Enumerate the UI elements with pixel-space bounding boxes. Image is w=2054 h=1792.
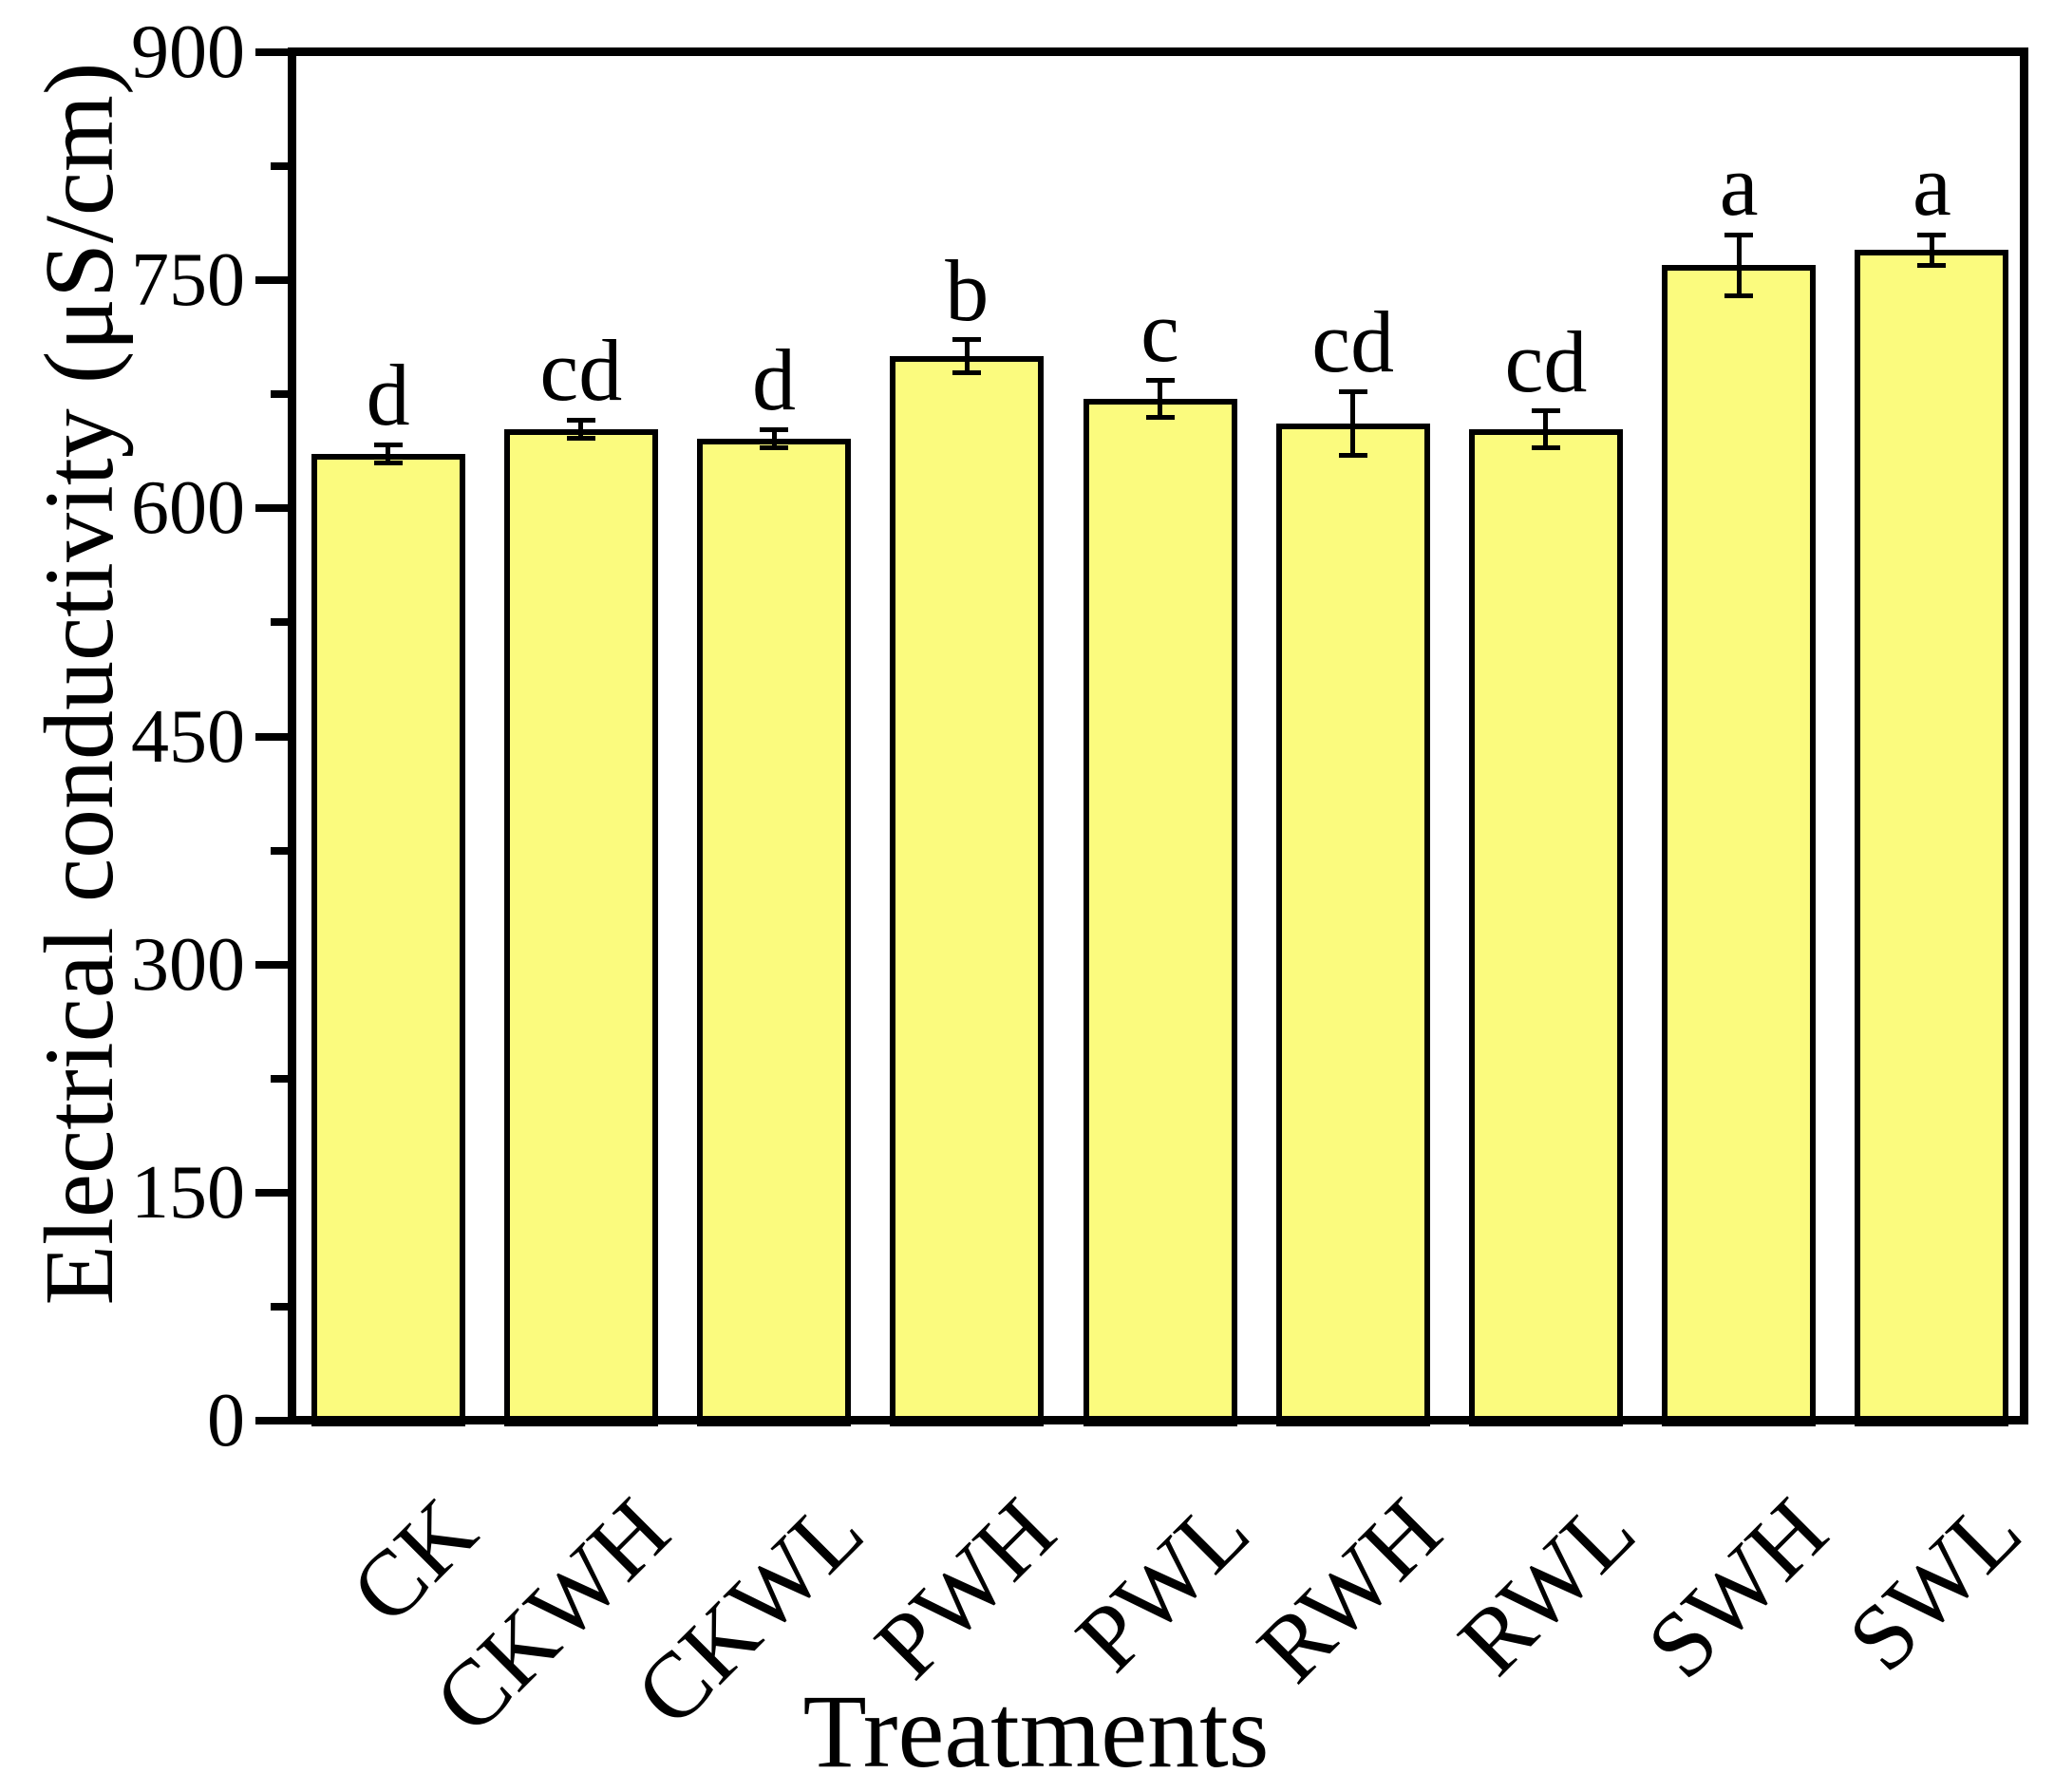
x-axis-title: Treatments (802, 1673, 1270, 1789)
sig-letter-pwl: c (1140, 282, 1179, 380)
x-tick-label-text-rwl: RWL (1439, 1479, 1655, 1695)
error-cap-top-rwl (1531, 408, 1560, 414)
error-cap-bottom-pwh (952, 370, 982, 376)
y-major-tick-900 (255, 48, 288, 56)
error-bar-swl (1929, 235, 1934, 266)
y-major-tick-600 (255, 504, 288, 513)
y-major-tick-300 (255, 960, 288, 969)
y-minor-tick-375 (271, 846, 288, 855)
y-tick-label-0: 0 (207, 1379, 245, 1462)
error-bar-ckwl (771, 429, 777, 448)
sig-letter-swl: a (1912, 137, 1951, 235)
error-cap-bottom-ckwh (566, 436, 595, 442)
error-bar-rwh (1350, 391, 1356, 456)
sig-letter-rwh: cd (1311, 293, 1395, 391)
y-tick-label-600: 600 (131, 466, 245, 551)
x-tick-label-text-pwl: PWL (1057, 1479, 1269, 1691)
bar-ckwh (503, 429, 658, 1426)
error-bar-ckwh (578, 420, 584, 439)
sig-letter-swh: a (1719, 137, 1759, 235)
sig-letter-pwh: b (945, 241, 989, 339)
y-major-tick-150 (255, 1188, 288, 1197)
x-tick-label-text-swh: SWH (1629, 1479, 1848, 1699)
error-cap-bottom-swl (1917, 262, 1947, 268)
bar-rwl (1468, 429, 1623, 1426)
x-tick-label-text-ck: CK (332, 1479, 497, 1644)
error-cap-bottom-ck (373, 460, 403, 465)
error-cap-top-rwh (1338, 388, 1367, 394)
bar-swh (1662, 265, 1817, 1426)
error-bar-pwh (964, 339, 970, 373)
x-tick-label-text-swl: SWL (1828, 1479, 2041, 1691)
error-cap-top-swl (1917, 232, 1947, 237)
y-tick-label-450: 450 (131, 694, 245, 779)
bar-ck (311, 453, 465, 1426)
error-cap-top-ckwh (566, 417, 595, 423)
sig-letter-ck: d (366, 347, 410, 444)
y-tick-label-900: 900 (131, 10, 245, 94)
y-major-tick-0 (255, 1417, 288, 1424)
error-cap-bottom-rwl (1531, 444, 1560, 450)
sig-letter-ckwh: cd (539, 322, 623, 420)
y-major-tick-750 (255, 276, 288, 285)
x-tick-label-text-rwh: RWH (1238, 1479, 1461, 1703)
sig-letter-rwl: cd (1504, 312, 1588, 410)
error-cap-top-ck (373, 442, 403, 447)
y-tick-label-750: 750 (131, 238, 245, 323)
error-cap-top-pwl (1145, 378, 1175, 384)
y-minor-tick-75 (271, 1302, 288, 1311)
error-bar-ck (386, 444, 391, 463)
y-tick-label-300: 300 (131, 922, 245, 1007)
error-cap-bottom-pwl (1145, 414, 1175, 420)
error-cap-top-pwh (952, 337, 982, 343)
y-major-tick-450 (255, 732, 288, 741)
error-bar-swh (1736, 235, 1742, 296)
y-tick-label-150: 150 (131, 1150, 245, 1235)
bar-pwl (1083, 399, 1237, 1426)
x-tick-label-text-pwh: PWH (857, 1479, 1076, 1699)
y-minor-tick-825 (271, 162, 288, 171)
bar-pwh (890, 356, 1045, 1426)
error-bar-rwl (1543, 410, 1549, 448)
bar-ckwl (697, 438, 852, 1426)
bar-swl (1855, 250, 2009, 1426)
y-minor-tick-225 (271, 1074, 288, 1083)
error-cap-bottom-rwh (1338, 452, 1367, 458)
error-cap-top-swh (1724, 232, 1754, 237)
bar-rwh (1275, 423, 1430, 1426)
y-minor-tick-525 (271, 618, 288, 627)
y-minor-tick-675 (271, 390, 288, 399)
error-cap-bottom-ckwl (760, 444, 789, 450)
error-cap-bottom-swh (1724, 292, 1754, 298)
error-cap-top-ckwl (760, 426, 789, 432)
sig-letter-ckwl: d (752, 331, 797, 429)
error-bar-pwl (1158, 380, 1162, 418)
